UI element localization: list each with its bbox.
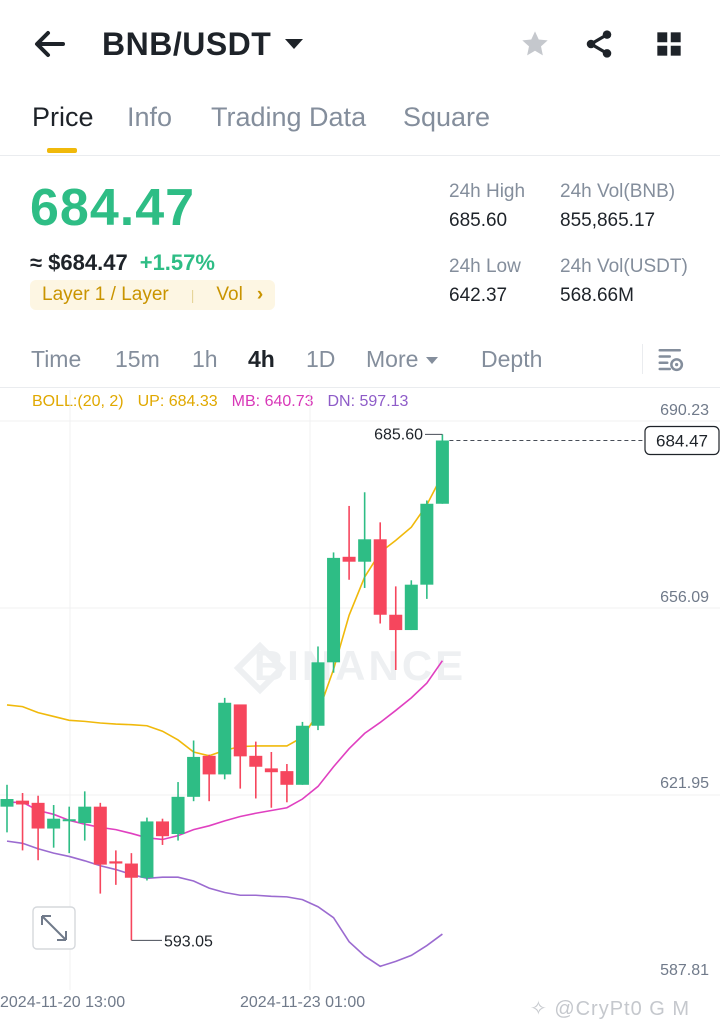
- exchange-logo-icon: [233, 641, 287, 695]
- vol-usdt-value: 568.66M: [560, 285, 634, 306]
- candle-body: [311, 662, 325, 726]
- interval-time[interactable]: Time: [31, 346, 82, 372]
- share-icon: [586, 30, 612, 58]
- pair-selector[interactable]: BNB/USDT: [102, 22, 304, 66]
- chart-settings-icon: [658, 349, 684, 372]
- candle-body: [404, 584, 418, 631]
- chevron-right-icon: ›: [256, 284, 264, 305]
- active-tab-indicator: [47, 148, 77, 153]
- caret-down-icon: [426, 357, 439, 365]
- candle-body: [295, 725, 309, 785]
- low-label: 593.05: [164, 933, 213, 950]
- exchange-watermark: BINANCE: [254, 642, 466, 689]
- candle-body: [358, 539, 372, 562]
- caret-down-icon: [285, 39, 304, 49]
- boll-mb: MB: 640.73: [231, 393, 314, 410]
- last-price: 684.47: [30, 179, 196, 237]
- candle-body: [47, 818, 61, 829]
- candle-body: [342, 556, 356, 562]
- category-tag-label: Layer 1 / Layer: [42, 284, 169, 305]
- interval-divider: [642, 344, 643, 374]
- pair-title: BNB/USDT: [102, 25, 272, 62]
- candle-body: [16, 800, 30, 805]
- tab-info[interactable]: Info: [127, 102, 173, 132]
- layout-button[interactable]: [647, 22, 691, 66]
- y-axis-label: 621.95: [660, 775, 709, 792]
- vol-bnb-value: 855,865.17: [560, 210, 656, 231]
- candle-body: [327, 557, 341, 663]
- candle-body: [435, 440, 449, 504]
- high-label: 24h High: [449, 181, 526, 202]
- interval-15m[interactable]: 15m: [115, 346, 160, 372]
- interval-bar: Time 15m 1h 4h 1D More Depth: [0, 330, 720, 388]
- candle-body: [420, 503, 434, 585]
- interval-1h[interactable]: 1h: [192, 346, 218, 372]
- high-label: 685.60: [374, 426, 423, 443]
- candle-body: [389, 614, 403, 631]
- high-value: 685.60: [449, 210, 508, 231]
- chart-settings-button[interactable]: [656, 344, 688, 374]
- share-button[interactable]: [577, 22, 621, 66]
- tab-price[interactable]: Price: [32, 102, 94, 132]
- candle-body: [109, 861, 123, 864]
- last-price-label: 684.47: [656, 431, 708, 450]
- interval-more[interactable]: More: [366, 346, 439, 373]
- x-axis-label: 2024-11-20 13:00: [0, 994, 125, 1011]
- tag-separator: |: [190, 287, 195, 303]
- candle-body: [264, 768, 278, 773]
- category-tag[interactable]: Layer 1 / Layer | Vol ›: [30, 280, 276, 310]
- tab-trading-data[interactable]: Trading Data: [211, 102, 367, 132]
- candle-body: [373, 539, 387, 615]
- candle-body: [93, 806, 107, 865]
- candle-body: [140, 821, 154, 878]
- vol-usdt-label: 24h Vol(USDT): [560, 256, 688, 277]
- arrow-left-icon: [35, 31, 65, 57]
- price-change: +1.57%: [139, 250, 215, 275]
- more-label: More: [366, 346, 419, 372]
- main-tabs: Price Info Trading Data Square: [0, 96, 720, 156]
- candle-body: [187, 756, 201, 797]
- candle-body: [124, 863, 138, 878]
- boll-dn: DN: 597.13: [327, 393, 409, 410]
- low-value: 642.37: [449, 285, 508, 306]
- grid-icon: [657, 32, 681, 56]
- top-bar: BNB/USDT: [0, 0, 720, 88]
- y-axis-label: 690.23: [660, 402, 709, 419]
- low-label: 24h Low: [449, 256, 521, 277]
- tab-depth[interactable]: Depth: [481, 346, 543, 372]
- last-price-box: [644, 425, 720, 456]
- candle-body: [218, 702, 232, 775]
- back-button[interactable]: [28, 24, 72, 64]
- kline-chart-svg: BINANCE 690.23 656.09 621.95 587.81 2024-11-2…: [0, 390, 720, 1011]
- candle-body: [156, 821, 169, 837]
- expand-icon: [41, 915, 67, 941]
- user-watermark: ✧ @CryPt0 G M: [530, 998, 691, 1020]
- tab-square[interactable]: Square: [403, 102, 491, 132]
- candle-body: [249, 755, 263, 767]
- vol-bnb-label: 24h Vol(BNB): [560, 181, 676, 202]
- candle-body: [280, 771, 294, 785]
- kline-chart[interactable]: BINANCE 690.23 656.09 621.95 587.81 2024-11-2…: [0, 390, 720, 1031]
- x-axis-label: 2024-11-23 01:00: [240, 994, 365, 1011]
- price-usd: ≈ $684.47: [30, 250, 128, 275]
- y-axis-label: 656.09: [660, 589, 709, 606]
- candle-body: [78, 806, 92, 824]
- candle-body: [171, 796, 185, 835]
- candle-body: [0, 799, 14, 807]
- favorite-button[interactable]: [513, 22, 557, 66]
- star-icon: [522, 31, 548, 56]
- vol-tag-label: Vol: [216, 284, 243, 305]
- candle-body: [31, 802, 45, 829]
- candle-body: [202, 755, 216, 775]
- interval-1d[interactable]: 1D: [306, 346, 336, 372]
- boll-up: UP: 684.33: [137, 393, 218, 410]
- interval-4h[interactable]: 4h: [248, 346, 275, 372]
- price-usd-row: ≈ $684.47 +1.57%: [30, 250, 215, 276]
- candle-body: [233, 704, 247, 757]
- y-axis-label: 587.81: [660, 962, 709, 979]
- boll-label: BOLL:(20, 2): [32, 393, 124, 410]
- candle-body: [62, 819, 76, 822]
- boll-legend: BOLL:(20, 2) UP: 684.33 MB: 640.73 DN: 5…: [32, 393, 408, 411]
- boll-dn-line: [6, 840, 443, 968]
